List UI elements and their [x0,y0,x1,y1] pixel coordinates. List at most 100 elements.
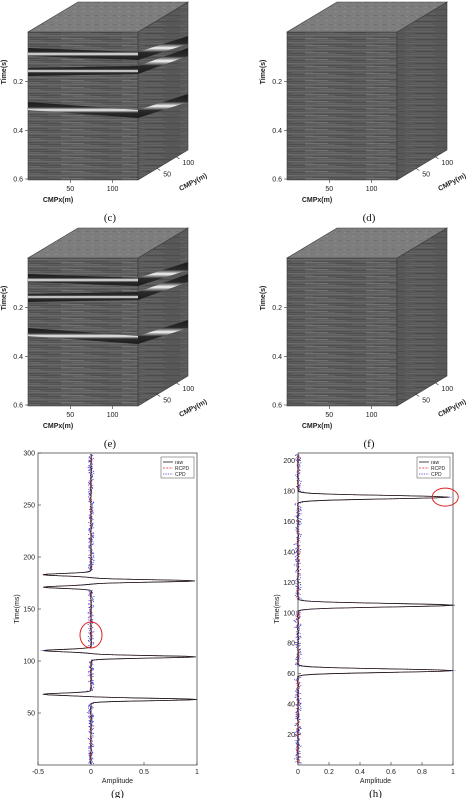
reflection-event-side [138,94,188,118]
panel-label: (f) [364,438,375,450]
time-tick-label: 0.4 [13,128,23,135]
cmpx-tick-label: 50 [325,412,333,419]
cmpy-axis-label: CMPy(m) [437,172,467,192]
y-tick-label: 160 [283,519,295,526]
cmpy-tick-label: 100 [182,386,194,393]
y-axis-label: Time(ms) [14,594,21,623]
x-tick-label: -0.5 [32,769,44,776]
time-tick-label: 0.2 [13,79,23,86]
cube-side-face [396,227,448,407]
legend-entry: CPD [431,472,442,478]
x-tick-label: 0.6 [386,769,396,776]
panel-label: (e) [104,438,117,450]
cmpy-axis: 50 100 [416,156,453,178]
y-tick-label: 100 [23,659,35,666]
x-tick-label: 1 [451,769,455,776]
series-cpd [40,453,196,765]
x-tick-label: 0.4 [355,769,365,776]
reflection-event-front [28,48,138,60]
cmpy-axis-label: CMPy(m) [178,398,208,418]
cmpy-axis: 50 100 [157,382,194,404]
x-tick-label: 0.5 [139,769,149,776]
cube-front-face [286,257,398,407]
plot-frame [297,452,454,766]
highlight-circle [431,487,459,507]
cmpy-tick-label: 100 [441,160,453,167]
legend-entry: RCPD [431,466,446,472]
series-rcpd [295,454,454,764]
time-tick-label: 0.6 [272,177,282,184]
time-tick-label: 0.4 [13,354,23,361]
reflection-event-side [138,36,188,60]
y-tick-label: 20 [287,732,295,739]
series-raw [297,454,454,764]
y-tick-label: 250 [23,503,35,510]
cmpy-tick-label: 100 [441,386,453,393]
cube-top-face [26,1,190,33]
time-tick-label: 0.6 [13,177,23,184]
cmpy-tick-label: 50 [422,397,430,404]
reflection-event-front [28,66,138,76]
highlight-circle [79,621,103,649]
time-axis: 0.2 0.4 0.6 [13,305,28,410]
time-tick-label: 0.2 [13,305,23,312]
cmpx-tick-label: 100 [107,186,119,193]
cube-side-face [137,1,189,181]
cube-top-face [285,227,449,259]
y-tick-label: 200 [23,555,35,562]
time-axis-label: Time(s) [1,286,8,311]
x-tick-label: 0.2 [324,769,334,776]
time-tick-label: 0.4 [272,128,282,135]
cmpx-tick-label: 100 [107,412,119,419]
trace-chart-g: -0.5 0 0.5 150100150200250300AmplitudeTime(… [14,451,199,798]
cmpx-axis: 50 100 [325,180,378,193]
panel-label: (h) [369,788,382,798]
cmpy-axis: 50 100 [416,382,453,404]
cmpy-tick-label: 50 [163,397,171,404]
reflection-event-front [28,274,138,286]
cmpx-axis: 50 100 [325,406,378,419]
cube-side-face [396,1,448,181]
y-tick-label: 100 [283,610,295,617]
cmpx-tick-label: 100 [366,412,378,419]
series-cpd [292,454,456,764]
y-tick-label: 60 [287,671,295,678]
y-tick-label: 120 [283,580,295,587]
y-axis-label: Time(ms) [274,594,281,623]
y-tick-label: 40 [287,702,295,709]
x-tick-label: 0.8 [417,769,427,776]
time-axis-label: Time(s) [260,60,267,85]
y-tick-label: 80 [287,641,295,648]
time-tick-label: 0.2 [272,305,282,312]
reflection-event-side [138,262,188,286]
series-raw [43,453,198,764]
cmpx-axis: 50 100 [66,180,119,193]
cube-panel-0: 0.2 0.4 0.6 Time(s) 50 100 CMPx(m) 50 100 CMPy(m)… [1,1,208,224]
cmpx-axis-label: CMPx(m) [302,197,332,204]
time-axis-label: Time(s) [1,60,8,85]
cmpx-axis-label: CMPx(m) [43,423,73,430]
x-tick-label: 0 [296,769,300,776]
legend-entry: RCPD [175,466,190,472]
y-tick-label: 140 [283,549,295,556]
time-axis-label: Time(s) [260,286,267,311]
x-tick-label: 0 [89,769,93,776]
cube-top-face [285,1,449,33]
legend-entry: CPD [175,472,186,478]
cmpx-tick-label: 50 [325,186,333,193]
time-tick-label: 0.6 [272,403,282,410]
time-axis: 0.2 0.4 0.6 [13,79,28,184]
cmpx-tick-label: 50 [66,186,74,193]
y-tick-label: 50 [27,711,35,718]
reflection-event-front [28,102,138,118]
cmpy-axis-label: CMPy(m) [437,398,467,418]
y-tick-label: 200 [283,458,295,465]
time-tick-label: 0.2 [272,79,282,86]
panel-label: (d) [363,212,376,224]
time-axis: 0.2 0.4 0.6 [272,305,287,410]
series-rcpd [42,453,197,765]
panel-label: (g) [111,788,124,798]
